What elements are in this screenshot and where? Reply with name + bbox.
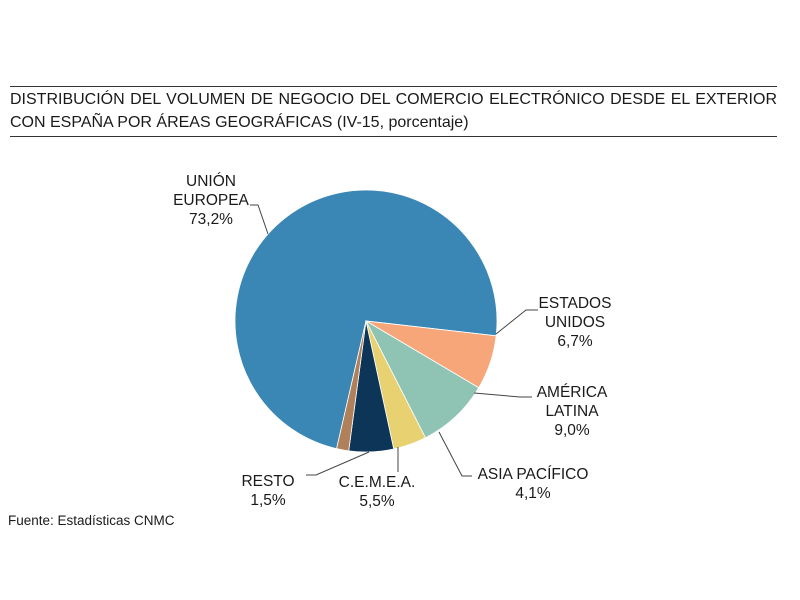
slice-name-cemea: C.E.M.E.A.: [339, 474, 416, 491]
slice-value-resto: 1,5%: [250, 492, 286, 509]
chart-source: Fuente: Estadísticas CNMC: [8, 513, 175, 528]
slice-name-union-europea: UNIÓN: [186, 173, 236, 190]
pie-slice-resto: [336, 320, 367, 452]
slice-name-america-latina: LATINA: [545, 403, 599, 420]
slice-name-resto: RESTO: [241, 473, 294, 490]
title-top-rule: [10, 86, 777, 87]
slice-value-estados-unidos: 6,7%: [557, 333, 593, 350]
leader-line-america-latina: [473, 392, 532, 398]
slice-label-estados-unidos: ESTADOS UNIDOS 6,7%: [539, 295, 612, 350]
slice-name-america-latina: AMÉRICA: [537, 384, 608, 401]
pie-slice-union-europea: [234, 189, 498, 450]
slice-name-union-europea: EUROPEA: [173, 192, 249, 209]
slice-label-cemea: C.E.M.E.A. 5,5%: [339, 474, 416, 510]
title-bottom-rule: [10, 136, 777, 137]
slice-value-asia-pacifico: 4,1%: [515, 485, 551, 502]
slice-value-america-latina: 9,0%: [554, 422, 590, 439]
leader-line-asia-pacifico: [438, 431, 472, 477]
slice-label-asia-pacifico: ASIA PACÍFICO 4,1%: [478, 466, 589, 502]
slice-name-asia-pacifico: ASIA PACÍFICO: [478, 466, 589, 483]
slice-name-estados-unidos: ESTADOS: [539, 295, 612, 312]
slice-value-union-europea: 73,2%: [189, 211, 233, 228]
slice-value-cemea: 5,5%: [359, 493, 395, 510]
slice-label-union-europea: UNIÓN EUROPEA 73,2%: [173, 173, 249, 228]
slice-name-estados-unidos: UNIDOS: [545, 314, 605, 331]
slice-label-resto: RESTO 1,5%: [241, 473, 294, 509]
leader-line-estados-unidos: [495, 309, 538, 335]
slice-label-america-latina: AMÉRICA LATINA 9,0%: [537, 384, 608, 439]
chart-title: DISTRIBUCIÓN DEL VOLUMEN DE NEGOCIO DEL …: [10, 91, 777, 131]
leader-line-union-europea: [250, 204, 269, 235]
leader-line-resto: [306, 451, 370, 476]
